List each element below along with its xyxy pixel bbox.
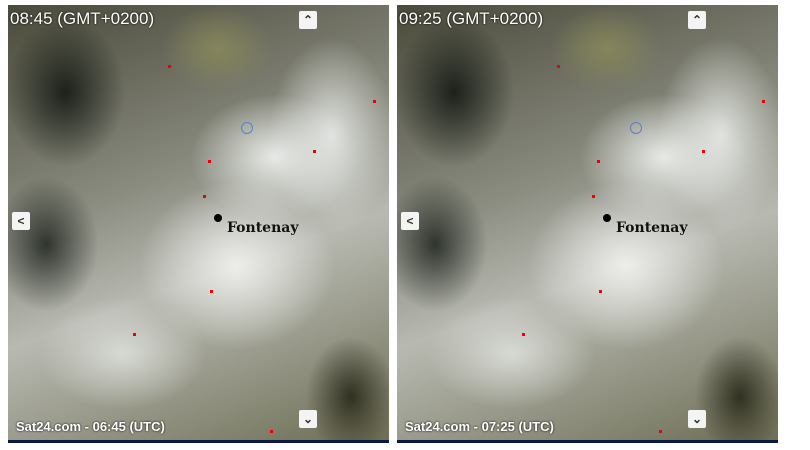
satellite-panel-left: 08:45 (GMT+0200) ⌃ < ⌄ Fontenay Sat24.co… bbox=[8, 5, 389, 443]
red-dot bbox=[702, 150, 705, 153]
timestamp: 08:45 (GMT+0200) bbox=[10, 9, 155, 28]
red-dot bbox=[313, 150, 316, 153]
satellite-panel-right: 09:25 (GMT+0200) ⌃ < ⌄ Fontenay Sat24.co… bbox=[397, 5, 778, 443]
chevron-down-icon[interactable]: ⌄ bbox=[299, 410, 317, 428]
red-dot bbox=[659, 430, 662, 433]
city-label: Fontenay bbox=[227, 220, 299, 236]
red-dot bbox=[522, 333, 525, 336]
red-dot bbox=[168, 65, 171, 68]
chevron-up-icon[interactable]: ⌃ bbox=[688, 11, 706, 29]
red-dot bbox=[133, 333, 136, 336]
crosshair-icon bbox=[630, 122, 642, 134]
red-dot bbox=[203, 195, 206, 198]
timestamp: 09:25 (GMT+0200) bbox=[399, 9, 544, 28]
city-label: Fontenay bbox=[616, 220, 688, 236]
red-dot bbox=[597, 160, 600, 163]
red-dot bbox=[210, 290, 213, 293]
red-dot bbox=[599, 290, 602, 293]
red-dot bbox=[270, 430, 273, 433]
source-footer: Sat24.com - 06:45 (UTC) bbox=[16, 419, 165, 434]
red-dot bbox=[762, 100, 765, 103]
city-marker bbox=[603, 214, 611, 222]
red-dot bbox=[592, 195, 595, 198]
chevron-left-icon[interactable]: < bbox=[401, 212, 419, 230]
chevron-left-icon[interactable]: < bbox=[12, 212, 30, 230]
chevron-up-icon[interactable]: ⌃ bbox=[299, 11, 317, 29]
red-dot bbox=[208, 160, 211, 163]
red-dot bbox=[557, 65, 560, 68]
source-footer: Sat24.com - 07:25 (UTC) bbox=[405, 419, 554, 434]
red-dot bbox=[373, 100, 376, 103]
city-marker bbox=[214, 214, 222, 222]
chevron-down-icon[interactable]: ⌄ bbox=[688, 410, 706, 428]
crosshair-icon bbox=[241, 122, 253, 134]
